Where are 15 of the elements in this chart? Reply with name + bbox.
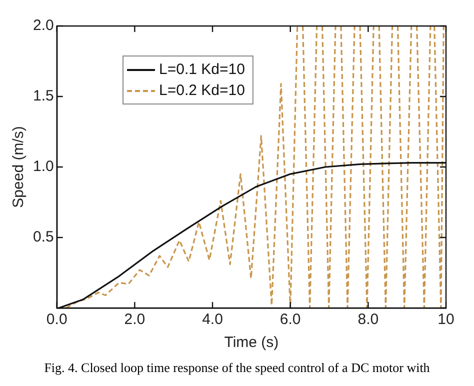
y-axis-title: Speed (m/s) bbox=[10, 126, 28, 208]
legend-label: L=0.1 Kd=10 bbox=[159, 61, 245, 78]
y-tick-label: 2.0 bbox=[32, 17, 54, 34]
x-tick-label: 6.0 bbox=[280, 311, 301, 328]
x-tick-label: 0.0 bbox=[46, 311, 68, 328]
x-tick-label: 4.0 bbox=[202, 311, 223, 328]
x-tick-label: 10 bbox=[438, 311, 454, 328]
y-tick-label: 0.5 bbox=[32, 228, 54, 246]
legend-label: L=0.2 Kd=10 bbox=[159, 82, 245, 100]
y-tick-label: 1.5 bbox=[32, 88, 54, 105]
caption: Fig. 4. Closed loop time response of the speed control of a DC motor with bbox=[43, 360, 431, 376]
x-axis-title: Time (s) bbox=[224, 334, 279, 352]
y-tick-label: 1.0 bbox=[32, 158, 54, 176]
x-tick-label: 8.0 bbox=[358, 311, 379, 328]
x-tick-label: 2.0 bbox=[124, 311, 146, 328]
